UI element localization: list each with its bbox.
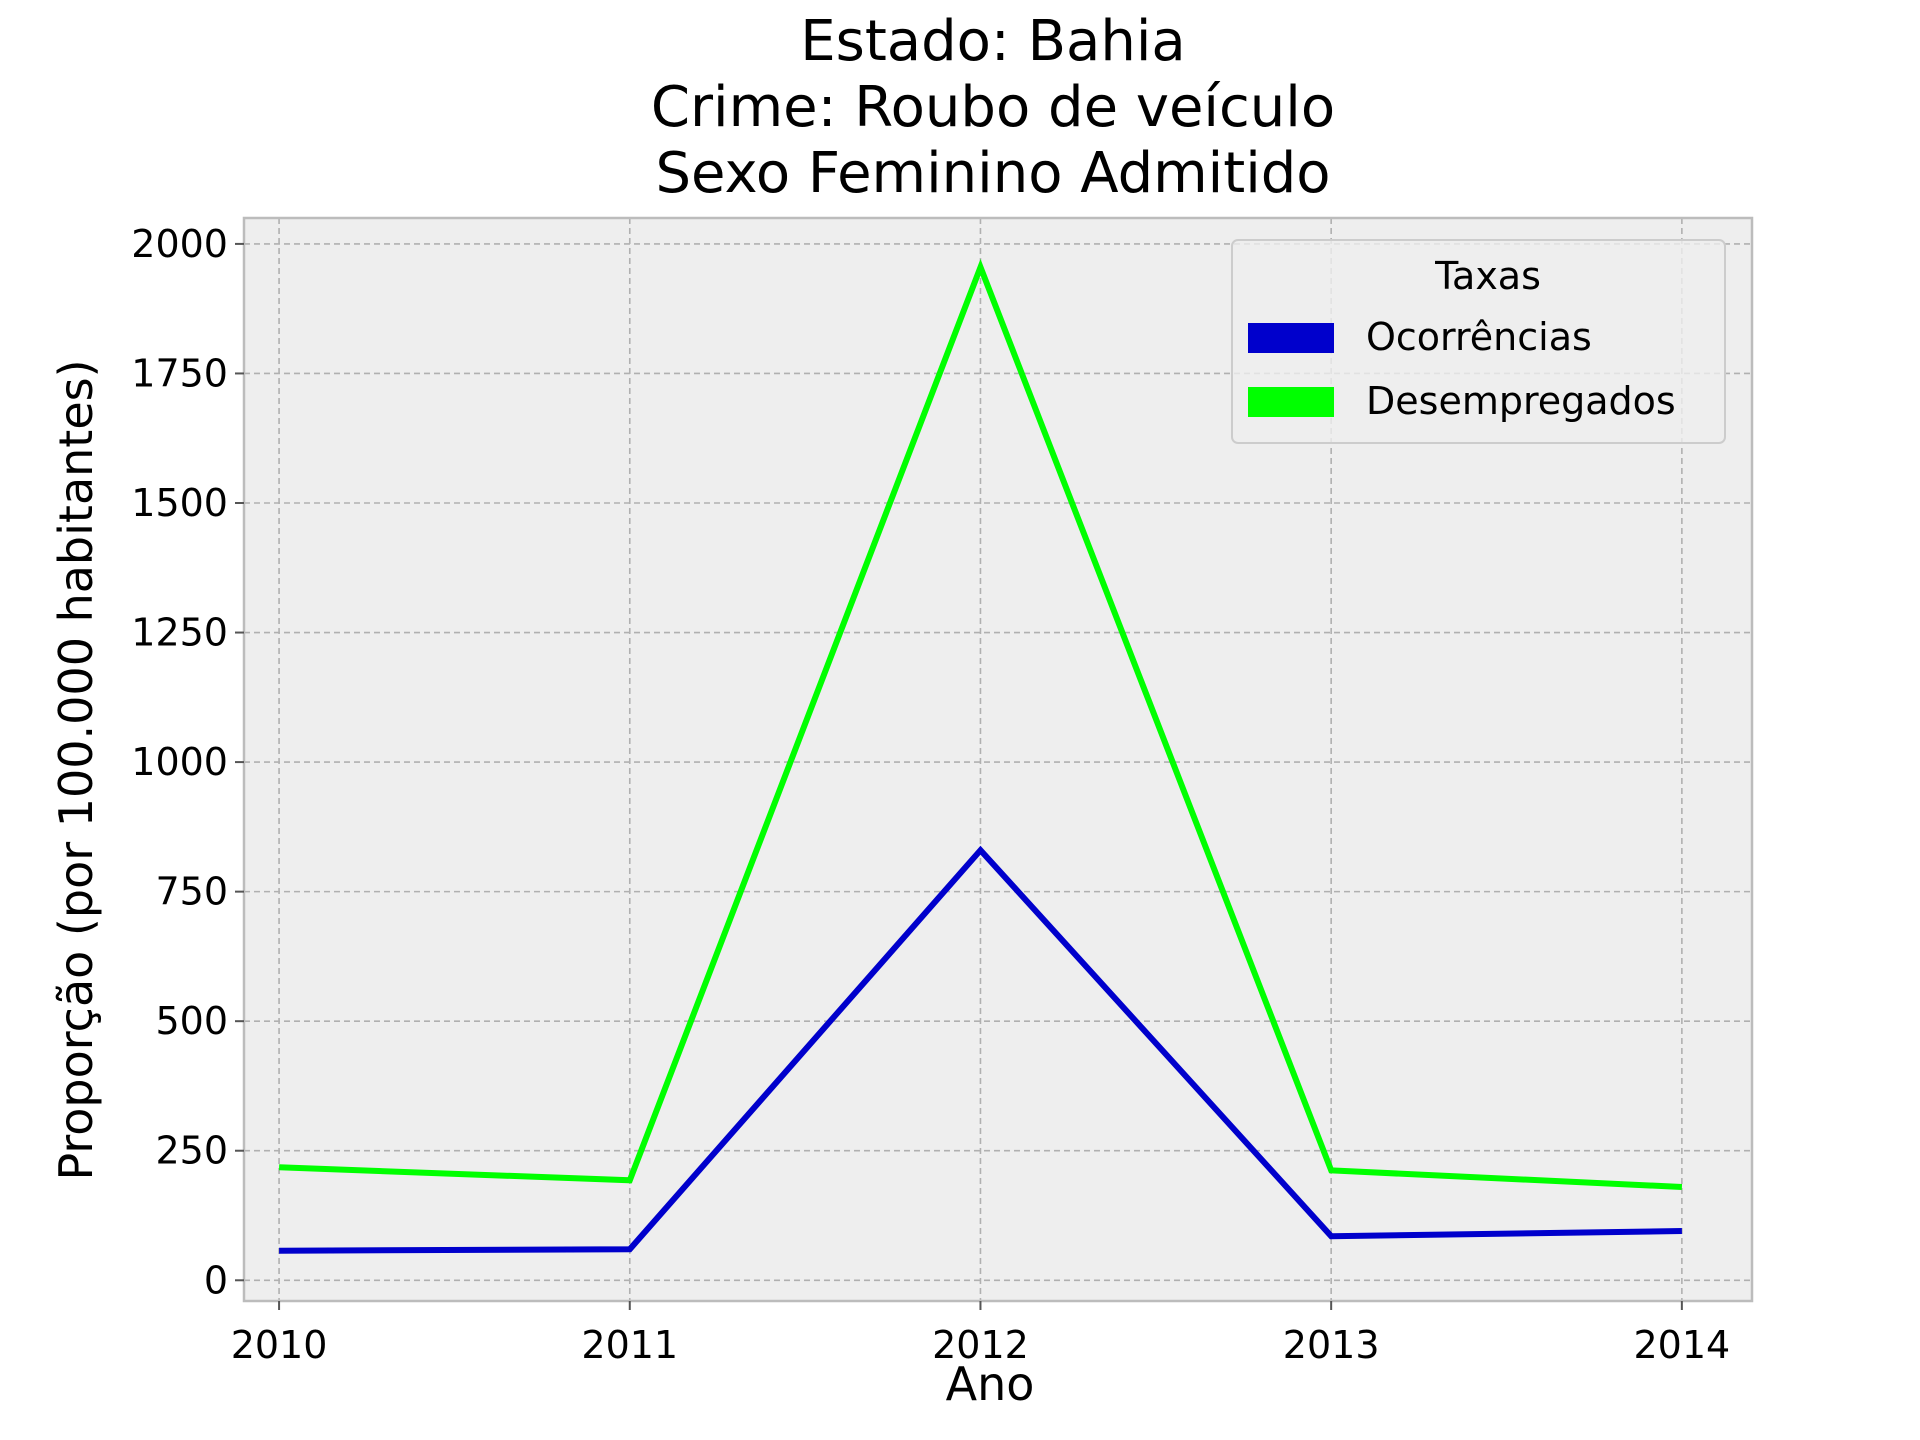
y-tick-label: 750 [155, 870, 228, 914]
legend-title: Taxas [1434, 254, 1541, 298]
y-tick-label: 1750 [131, 351, 228, 395]
x-tick-label: 2014 [1634, 1323, 1731, 1367]
x-axis: 2010 2011 2012 2013 2014 [231, 1301, 1731, 1367]
y-axis-label: Proporção (por 100.000 habitantes) [49, 359, 103, 1180]
x-tick-label: 2010 [231, 1323, 328, 1367]
y-tick-label: 1000 [131, 740, 228, 784]
y-axis: 0 250 500 750 1000 1250 1500 1750 2000 [131, 222, 244, 1302]
x-axis-label: Ano [946, 1357, 1035, 1411]
title-line-3: Sexo Feminino Admitido [655, 141, 1330, 206]
x-tick-label: 2013 [1283, 1323, 1380, 1367]
x-tick-label: 2011 [581, 1323, 678, 1367]
chart-title: Estado: Bahia Crime: Roubo de veículo Se… [651, 9, 1335, 206]
legend: Taxas Ocorrências Desempregados [1231, 239, 1726, 444]
legend-label-ocorrencias: Ocorrências [1366, 315, 1592, 359]
series-line-ocorrencias [279, 845, 1682, 1254]
y-tick-label: 500 [155, 999, 228, 1043]
legend-swatch-ocorrencias [1248, 323, 1334, 353]
series-layer [278, 258, 1683, 1254]
legend-label-desempregados: Desempregados [1366, 379, 1676, 423]
series-line-desempregados [278, 258, 1683, 1190]
y-tick-label: 0 [204, 1258, 228, 1302]
y-tick-label: 250 [155, 1129, 228, 1173]
y-tick-label: 1500 [131, 481, 228, 525]
legend-box [1231, 239, 1726, 444]
title-line-2: Crime: Roubo de veículo [651, 75, 1335, 140]
x-tick-label: 2012 [932, 1323, 1029, 1367]
title-line-1: Estado: Bahia [800, 9, 1185, 74]
y-tick-label: 1250 [131, 611, 228, 655]
legend-swatch-desempregados [1248, 387, 1334, 417]
grid [244, 218, 1752, 1301]
y-tick-label: 2000 [131, 222, 228, 266]
plot-frame [242, 216, 1754, 1303]
